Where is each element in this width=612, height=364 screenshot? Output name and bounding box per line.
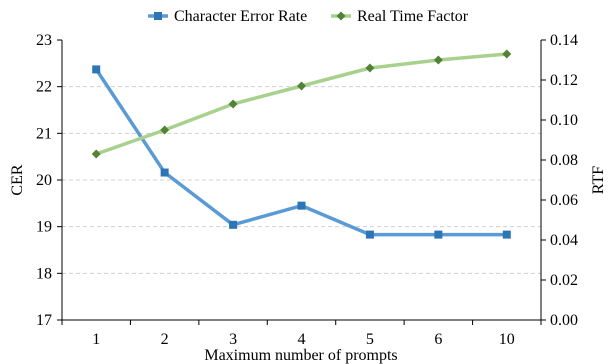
- x-tick-label: 10: [499, 331, 515, 348]
- x-tick-label: 2: [161, 331, 169, 348]
- y-right-tick-label: 0.00: [550, 312, 578, 329]
- y-left-tick-label: 18: [36, 265, 52, 282]
- data-point: [228, 99, 238, 109]
- series-2: [91, 49, 512, 159]
- grid-lines: [62, 86, 541, 274]
- data-point: [434, 230, 443, 239]
- data-point: [297, 81, 306, 91]
- y-left-tick-label: 19: [36, 219, 52, 236]
- x-tick-label: 4: [298, 331, 306, 348]
- data-point: [502, 49, 512, 59]
- legend-label: Character Error Rate: [174, 8, 307, 25]
- y-left-tick-label: 21: [36, 125, 52, 142]
- y-axis-label-right: RTF: [590, 166, 607, 194]
- legend-item: Real Time Factor: [331, 8, 469, 25]
- legend-label: Real Time Factor: [357, 8, 469, 25]
- legend: Character Error Rate Real Time Factor: [148, 8, 469, 25]
- series-line: [95, 52, 507, 156]
- data-point: [160, 125, 170, 135]
- y-right-tick-label: 0.06: [550, 192, 578, 209]
- axes: 171819202122230.000.020.040.060.080.100.…: [36, 32, 578, 348]
- data-point: [365, 230, 374, 239]
- y-right-tick-label: 0.08: [550, 152, 578, 169]
- x-axis-label: Maximum number of prompts: [204, 347, 397, 364]
- data-point: [365, 63, 375, 73]
- y-right-tick-label: 0.14: [550, 32, 578, 49]
- series-layer: [91, 49, 512, 239]
- y-left-tick-label: 20: [36, 172, 52, 189]
- y-left-tick-label: 22: [36, 79, 52, 96]
- data-point: [297, 201, 306, 210]
- y-axis-label-left: CER: [9, 164, 26, 195]
- series-line: [94, 68, 507, 237]
- x-tick-label: 3: [229, 331, 237, 348]
- y-right-tick-label: 0.10: [550, 112, 578, 129]
- legend-item: Character Error Rate: [148, 8, 307, 25]
- series-1: [92, 65, 511, 239]
- data-point: [229, 220, 238, 229]
- data-point: [92, 65, 101, 74]
- data-point: [91, 149, 101, 159]
- data-point: [433, 55, 443, 65]
- y-right-tick-label: 0.12: [550, 72, 578, 89]
- data-point: [160, 168, 169, 177]
- x-tick-label: 1: [92, 331, 100, 348]
- y-left-tick-label: 17: [36, 312, 52, 329]
- x-tick-label: 6: [434, 331, 442, 348]
- legend-swatch-marker: [154, 12, 162, 20]
- y-left-tick-label: 23: [36, 32, 52, 49]
- data-point: [502, 230, 511, 239]
- legend-swatch-marker: [336, 11, 346, 21]
- y-right-tick-label: 0.02: [550, 272, 578, 289]
- x-tick-label: 5: [366, 331, 374, 348]
- y-right-tick-label: 0.04: [550, 232, 578, 249]
